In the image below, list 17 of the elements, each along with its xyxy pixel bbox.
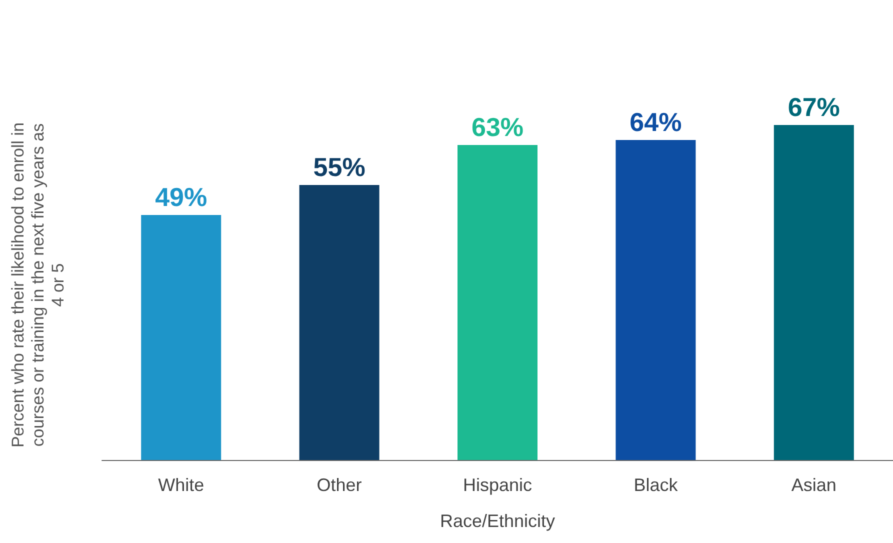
bar [299,185,380,460]
x-tick-label: Other [316,475,362,495]
bar [141,215,222,460]
bar [774,125,854,460]
data-label: 67% [788,92,840,122]
x-tick-label: White [158,475,204,495]
bar [616,140,696,460]
data-label: 55% [313,152,366,182]
x-axis-title: Race/Ethnicity [440,511,556,531]
data-label: 49% [155,182,208,212]
x-tick-label: Asian [791,475,836,495]
x-tick-label: Black [634,475,679,495]
y-axis-title: Percent who rate their likelihood to enroll in courses or training in the next five years as 4 or 5 [8,122,68,448]
data-label: 64% [630,107,682,137]
x-tick-label: Hispanic [462,475,532,495]
data-label: 63% [471,112,524,142]
bar [458,145,538,460]
